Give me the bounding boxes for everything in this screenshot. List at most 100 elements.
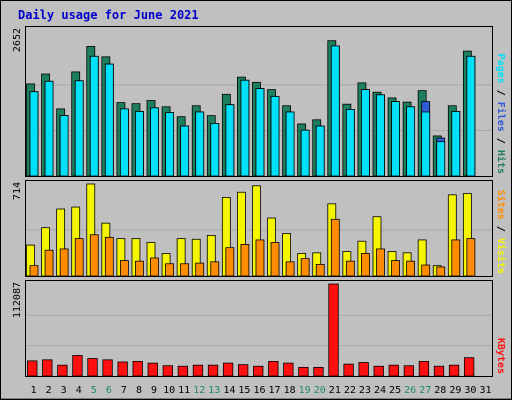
pages-bar [74,80,84,177]
day-tick-label: 25 [389,385,401,396]
sites-bar [406,260,416,277]
day-tick-label: 20 [314,385,326,396]
chart-title: Daily usage for June 2021 [18,8,199,22]
sites-bar [466,238,476,277]
legend-files: Files [495,102,507,132]
pages-bar [285,111,295,177]
kbytes-bar [177,365,189,377]
sites-bar [345,260,355,277]
pages-bar [466,55,476,177]
day-tick-label: 18 [284,385,296,396]
day-tick-label: 15 [238,385,250,396]
pages-bar [104,63,114,177]
sites-bar [165,263,174,277]
kbytes-bar [418,360,430,377]
side-legend-2: Sites / Visits [495,190,507,274]
side-legend-3: KBytes [495,338,506,374]
sites-bar [270,242,280,277]
day-tick-label: 11 [178,385,190,396]
day-tick-label: 24 [374,385,386,396]
kbytes-bar [27,360,38,377]
side-legend-1: Pages / Files / Hits [495,54,507,174]
day-tick-label: 22 [344,385,356,396]
kbytes-bar [403,365,415,377]
sites-bar [180,263,190,277]
day-tick-label: 2 [46,385,52,396]
pages-bar [406,106,416,177]
legend-sites: Sites [495,190,507,220]
kbytes-bar [192,364,204,377]
kbytes-bar [57,364,68,377]
pages-bar [421,111,431,177]
day-tick-label: 8 [136,385,142,396]
day-tick-label: 26 [404,385,416,396]
sites-bar [119,260,129,277]
sites-bar [89,234,99,277]
sites-bar [361,253,370,277]
day-tick-label: 27 [419,385,431,396]
day-tick-label: 6 [106,385,112,396]
pages-bar [315,125,325,177]
pages-bar [195,111,205,177]
day-tick-label: 7 [121,385,127,396]
pages-bar [391,101,400,177]
sites-bar [285,261,295,277]
pages-bar [345,108,355,177]
kbytes-bar [222,362,234,377]
kbytes-bar [343,363,354,377]
day-tick-label: 1 [31,385,37,396]
pages-bar [436,141,446,177]
day-tick-label: 13 [208,385,220,396]
kbytes-bar [283,362,294,377]
sites-bar [451,239,461,277]
pages-bar [270,95,280,177]
pages-bar [300,129,310,177]
kbytes-bar [102,359,113,377]
y-axis-max-label: 2652 [12,28,23,52]
day-tick-label: 28 [434,385,446,396]
sites-bar [240,244,250,277]
pages-bar [180,125,190,177]
legend-hits: Hits [495,150,507,174]
pages-bar [59,115,69,177]
sites-bar [29,265,39,277]
kbytes-bar [87,358,98,377]
sites-bar [59,248,69,277]
sites-bar [376,248,385,277]
day-tick-label: 30 [464,385,476,396]
day-tick-label: 16 [253,385,265,396]
legend-pages: Pages [495,54,506,84]
pages-bar [150,107,159,177]
day-tick-label: 31 [479,385,491,396]
day-tick-label: 23 [359,385,371,396]
kbytes-bar [268,360,279,377]
sites-bar [421,264,431,277]
day-tick-label: 9 [151,385,157,396]
sites-bar [330,218,340,277]
sites-bar [195,262,205,277]
pages-bar [119,108,129,177]
pages-bar [135,111,144,177]
day-tick-label: 12 [193,385,205,396]
kbytes-bar [72,355,83,377]
kbytes-bar [132,360,143,377]
day-tick-label: 21 [329,385,341,396]
sites-bar [300,258,310,277]
kbytes-bar [298,366,309,377]
kbytes-bar [463,357,475,377]
day-tick-label: 29 [449,385,461,396]
legend-visits: Visits [495,238,507,274]
pages-bar [361,89,370,177]
kbytes-bar [328,283,339,377]
y-axis-max-label: 112087 [12,282,23,318]
day-tick-label: 14 [223,385,235,396]
sites-bar [255,239,265,277]
legend-separator: / [495,132,506,150]
kbytes-bar [253,365,264,377]
sites-bar [135,260,144,277]
pages-bar [451,111,461,177]
pages-bar [44,80,54,177]
sites-bar [225,247,235,277]
